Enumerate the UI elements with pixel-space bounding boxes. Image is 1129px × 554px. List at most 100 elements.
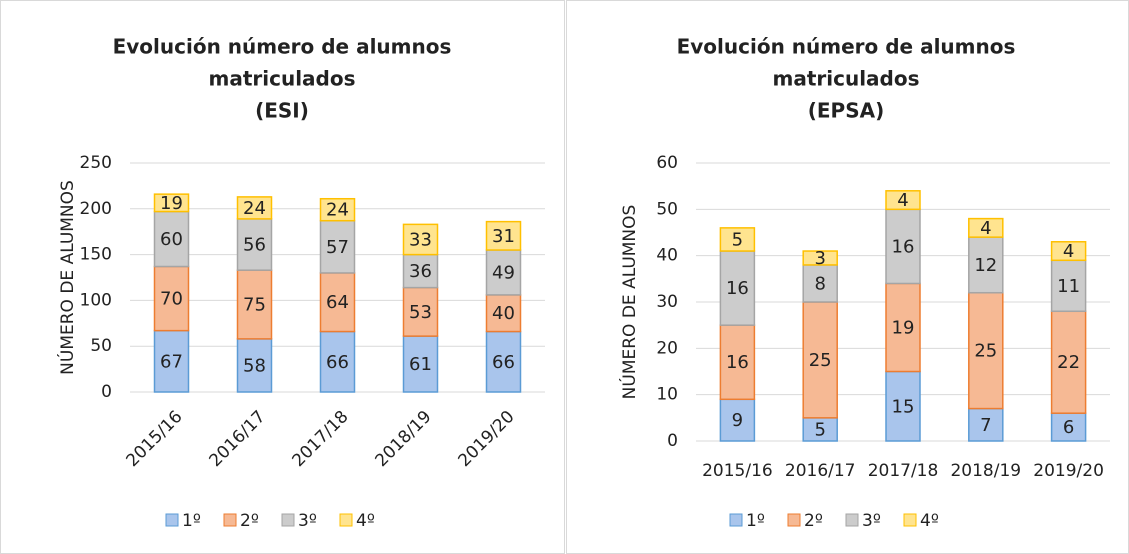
data-label: 19 [160,193,183,214]
bar-segment [802,250,838,266]
chart-title: matriculados [208,67,355,91]
y-tick-label: 30 [656,292,678,312]
x-tick-label: 2018/19 [950,461,1021,481]
data-label: 49 [492,262,515,283]
data-label: 24 [326,200,349,221]
bar-segment [802,301,838,419]
bar-segment [319,272,356,333]
data-label: 33 [409,229,432,250]
chart-title: (ESI) [255,99,309,123]
bar-segment [485,220,522,251]
data-label: 40 [492,303,515,324]
data-label: 60 [160,229,183,250]
bar-segment [153,265,190,332]
chart-title: Evolución número de alumnos [113,35,452,59]
bar-segment [236,269,273,340]
bar-segment [319,219,356,274]
bar-segment [802,264,838,303]
bar-segment [402,223,439,256]
data-label: 25 [974,341,997,362]
data-label: 53 [409,302,432,323]
legend-swatch [223,513,237,527]
data-label: 4 [980,218,991,239]
bar-segment [885,282,921,373]
y-tick-label: 50 [656,199,678,219]
data-label: 5 [732,229,743,250]
legend-label: 2º [804,511,823,531]
y-tick-label: 150 [80,245,112,265]
y-tick-label: 50 [90,336,112,356]
y-tick-label: 10 [656,385,678,405]
legend-label: 4º [920,511,939,531]
bar-segment [153,193,190,213]
legend-swatch [281,513,295,527]
data-label: 19 [892,317,915,338]
y-tick-label: 20 [656,338,678,358]
x-tick-label: 2015/16 [702,461,773,481]
legend-label: 2º [240,511,259,531]
data-label: 66 [326,352,349,373]
data-label: 25 [809,350,832,371]
y-tick-label: 0 [101,382,112,402]
x-tick-label: 2019/20 [1033,461,1104,481]
data-label: 15 [892,396,915,417]
chart-title: matriculados [772,67,919,91]
x-tick-label: 2017/18 [868,461,939,481]
data-label: 64 [326,292,349,313]
data-label: 75 [243,295,266,316]
data-label: 16 [892,236,915,257]
data-label: 4 [1063,241,1074,262]
bar-segment [885,190,921,211]
data-label: 22 [1057,352,1080,373]
data-label: 5 [814,419,825,440]
data-label: 6 [1063,417,1074,438]
data-label: 16 [726,278,749,299]
y-tick-label: 0 [667,431,678,451]
data-label: 9 [732,410,743,431]
y-tick-label: 60 [656,153,678,173]
bar-segment [485,294,522,333]
chart-title: (EPSA) [808,99,884,123]
y-axis-label: NÚMERO DE ALUMNOS [618,205,640,400]
legend-swatch [729,513,743,527]
legend-swatch [165,513,179,527]
data-label: 61 [409,354,432,375]
y-tick-label: 40 [656,246,678,266]
data-label: 31 [492,226,515,247]
data-label: 12 [974,255,997,276]
data-label: 66 [492,352,515,373]
bar-segment [885,208,921,285]
x-tick-label: 2019/20 [454,407,518,471]
x-tick-label: 2017/18 [288,407,352,471]
legend-swatch [903,513,917,527]
x-tick-label: 2015/16 [122,407,186,471]
bar-segment [236,338,273,393]
y-tick-label: 200 [80,199,112,219]
data-label: 3 [814,248,825,269]
legend-label: 1º [746,511,765,531]
x-tick-label: 2016/17 [205,407,269,471]
bar-segment [402,335,439,393]
bar-segment [1050,412,1087,442]
bar-segment [719,324,756,401]
legend-label: 4º [356,511,375,531]
data-label: 67 [160,351,183,372]
data-label: 70 [160,289,183,310]
legend-swatch [339,513,353,527]
data-label: 4 [897,190,908,211]
legend-label: 1º [182,511,201,531]
bar-segment [319,197,356,222]
bar-segment [1050,241,1087,262]
y-axis-label: NÚMERO DE ALUMNOS [56,180,78,375]
data-label: 24 [243,198,266,219]
x-tick-label: 2018/19 [371,407,435,471]
legend-label: 3º [862,511,881,531]
data-label: 36 [409,261,432,282]
data-label: 57 [326,237,349,258]
y-tick-label: 100 [80,290,112,310]
data-label: 7 [980,415,991,436]
data-label: 16 [726,352,749,373]
bar-segment [719,227,756,252]
bar-segment [236,218,273,271]
